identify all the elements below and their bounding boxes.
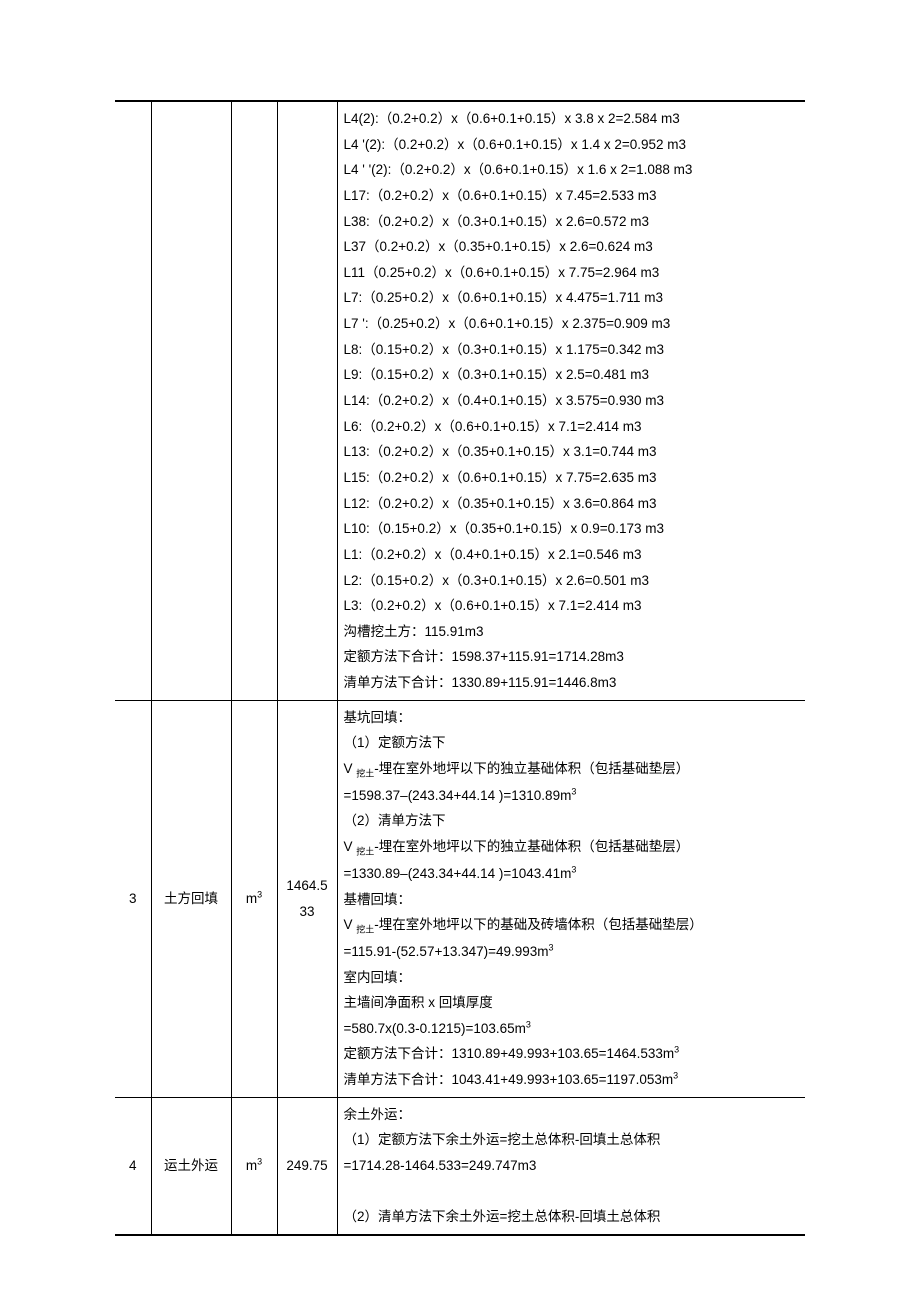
- detail-line: L14:（0.2+0.2）x（0.4+0.1+0.15）x 3.575=0.93…: [344, 388, 802, 414]
- row-qty: 1464.533: [277, 700, 337, 1097]
- detail-line: L15:（0.2+0.2）x（0.6+0.1+0.15）x 7.75=2.635…: [344, 465, 802, 491]
- row-number: [115, 101, 151, 700]
- detail-line: L38:（0.2+0.2）x（0.3+0.1+0.15）x 2.6=0.572 …: [344, 209, 802, 235]
- detail-line: L13:（0.2+0.2）x（0.35+0.1+0.15）x 3.1=0.744…: [344, 439, 802, 465]
- detail-line: L37（0.2+0.2）x（0.35+0.1+0.15）x 2.6=0.624 …: [344, 234, 802, 260]
- detail-line: L3:（0.2+0.2）x（0.6+0.1+0.15）x 7.1=2.414 m…: [344, 593, 802, 619]
- detail-line: [344, 1179, 802, 1205]
- detail-line: L4 ' '(2):（0.2+0.2）x（0.6+0.1+0.15）x 1.6 …: [344, 157, 802, 183]
- detail-line: V 挖土-埋在室外地坪以下的独立基础体积（包括基础垫层）: [344, 834, 802, 861]
- detail-line: =1598.37–(243.34+44.14 )=1310.89m3: [344, 783, 802, 809]
- detail-line: （2）清单方法下: [344, 808, 802, 834]
- detail-line: L7 ':（0.25+0.2）x（0.6+0.1+0.15）x 2.375=0.…: [344, 311, 802, 337]
- document-page: L4(2):（0.2+0.2）x（0.6+0.1+0.15）x 3.8 x 2=…: [0, 0, 920, 1276]
- row-qty: 249.75: [277, 1097, 337, 1235]
- detail-line: （1）定额方法下余土外运=挖土总体积-回填土总体积: [344, 1127, 802, 1153]
- detail-line: 沟槽挖土方：115.91m3: [344, 619, 802, 645]
- detail-line: V 挖土-埋在室外地坪以下的独立基础体积（包括基础垫层）: [344, 756, 802, 783]
- detail-line: L11（0.25+0.2）x（0.6+0.1+0.15）x 7.75=2.964…: [344, 260, 802, 286]
- row-item-name: 土方回填: [151, 700, 231, 1097]
- detail-line: L7:（0.25+0.2）x（0.6+0.1+0.15）x 4.475=1.71…: [344, 285, 802, 311]
- calc-table: L4(2):（0.2+0.2）x（0.6+0.1+0.15）x 3.8 x 2=…: [115, 100, 805, 1236]
- row-unit: m3: [231, 700, 277, 1097]
- detail-line: L8:（0.15+0.2）x（0.3+0.1+0.15）x 1.175=0.34…: [344, 337, 802, 363]
- detail-line: 余土外运：: [344, 1102, 802, 1128]
- detail-line: L4 '(2):（0.2+0.2）x（0.6+0.1+0.15）x 1.4 x …: [344, 132, 802, 158]
- row-qty: [277, 101, 337, 700]
- table-row: 3土方回填m31464.533基坑回填：（1）定额方法下V 挖土-埋在室外地坪以…: [115, 700, 805, 1097]
- row-detail: 基坑回填：（1）定额方法下V 挖土-埋在室外地坪以下的独立基础体积（包括基础垫层…: [337, 700, 805, 1097]
- row-number: 3: [115, 700, 151, 1097]
- detail-line: 基槽回填：: [344, 887, 802, 913]
- detail-line: L10:（0.15+0.2）x（0.35+0.1+0.15）x 0.9=0.17…: [344, 516, 802, 542]
- detail-line: 基坑回填：: [344, 705, 802, 731]
- detail-line: L2:（0.15+0.2）x（0.3+0.1+0.15）x 2.6=0.501 …: [344, 568, 802, 594]
- row-number: 4: [115, 1097, 151, 1235]
- detail-line: L9:（0.15+0.2）x（0.3+0.1+0.15）x 2.5=0.481 …: [344, 362, 802, 388]
- row-unit: m3: [231, 1097, 277, 1235]
- detail-line: =580.7x(0.3-0.1215)=103.65m3: [344, 1016, 802, 1042]
- detail-line: =115.91-(52.57+13.347)=49.993m3: [344, 939, 802, 965]
- detail-line: 定额方法下合计：1598.37+115.91=1714.28m3: [344, 644, 802, 670]
- row-item-name: [151, 101, 231, 700]
- detail-line: 主墙间净面积 x 回填厚度: [344, 990, 802, 1016]
- detail-line: 清单方法下合计：1330.89+115.91=1446.8m3: [344, 670, 802, 696]
- row-item-name: 运土外运: [151, 1097, 231, 1235]
- detail-line: 定额方法下合计：1310.89+49.993+103.65=1464.533m3: [344, 1041, 802, 1067]
- detail-line: （1）定额方法下: [344, 730, 802, 756]
- row-detail: L4(2):（0.2+0.2）x（0.6+0.1+0.15）x 3.8 x 2=…: [337, 101, 805, 700]
- detail-line: =1714.28-1464.533=249.747m3: [344, 1153, 802, 1179]
- detail-line: 清单方法下合计：1043.41+49.993+103.65=1197.053m3: [344, 1067, 802, 1093]
- detail-line: L1:（0.2+0.2）x（0.4+0.1+0.15）x 2.1=0.546 m…: [344, 542, 802, 568]
- row-detail: 余土外运：（1）定额方法下余土外运=挖土总体积-回填土总体积=1714.28-1…: [337, 1097, 805, 1235]
- detail-line: L4(2):（0.2+0.2）x（0.6+0.1+0.15）x 3.8 x 2=…: [344, 106, 802, 132]
- detail-line: =1330.89–(243.34+44.14 )=1043.41m3: [344, 861, 802, 887]
- table-row: L4(2):（0.2+0.2）x（0.6+0.1+0.15）x 3.8 x 2=…: [115, 101, 805, 700]
- detail-line: 室内回填：: [344, 965, 802, 991]
- detail-line: （2）清单方法下余土外运=挖土总体积-回填土总体积: [344, 1204, 802, 1230]
- detail-line: L6:（0.2+0.2）x（0.6+0.1+0.15）x 7.1=2.414 m…: [344, 414, 802, 440]
- detail-line: L17:（0.2+0.2）x（0.6+0.1+0.15）x 7.45=2.533…: [344, 183, 802, 209]
- detail-line: V 挖土-埋在室外地坪以下的基础及砖墙体积（包括基础垫层）: [344, 912, 802, 939]
- detail-line: L12:（0.2+0.2）x（0.35+0.1+0.15）x 3.6=0.864…: [344, 491, 802, 517]
- table-row: 4运土外运m3249.75余土外运：（1）定额方法下余土外运=挖土总体积-回填土…: [115, 1097, 805, 1235]
- row-unit: [231, 101, 277, 700]
